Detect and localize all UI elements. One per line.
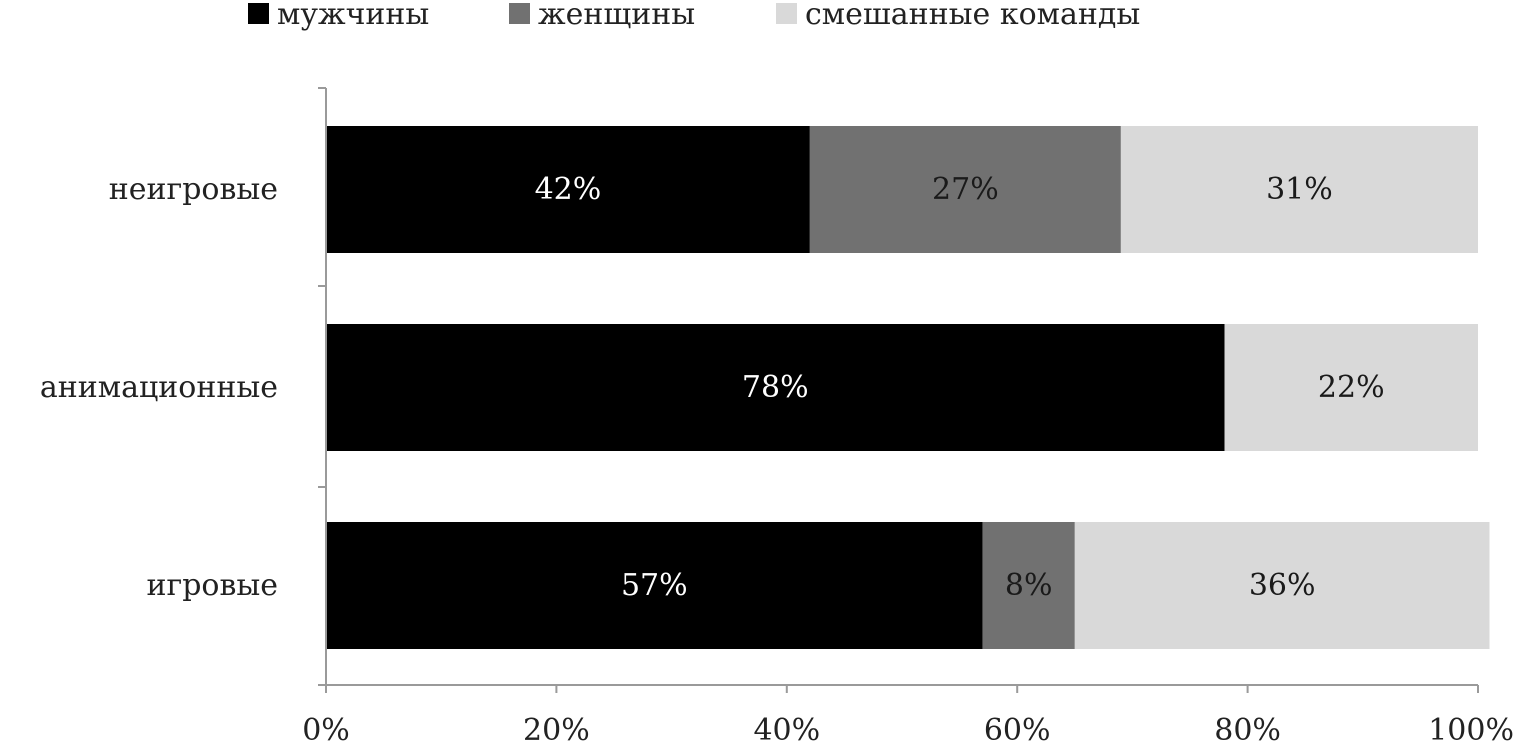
bars: 42% 27% 31% неигровые 78% 22% анимационные 57% 8… xyxy=(40,126,1490,649)
bar-segment-0-1 xyxy=(809,126,1121,253)
x-tick-label-0: 0% xyxy=(302,713,350,748)
data-label-1-2: 22% xyxy=(1318,370,1385,405)
x-tick-label-1: 20% xyxy=(523,713,590,748)
category-label-0: неигровые xyxy=(109,172,278,207)
legend-label-2: смешанные команды xyxy=(805,0,1140,32)
data-label-1-0: 78% xyxy=(742,370,809,405)
category-label-2: игровые xyxy=(147,568,279,603)
bar-segment-0-2 xyxy=(1120,126,1478,253)
data-label-0-1: 27% xyxy=(932,172,999,207)
data-label-2-0: 57% xyxy=(621,568,688,603)
bar-segment-1-0 xyxy=(326,324,1225,451)
x-tick-label-5: 100% xyxy=(1428,713,1514,748)
legend-label-0: мужчины xyxy=(277,0,429,32)
legend: мужчины женщины смешанные команды xyxy=(248,0,1140,32)
legend-swatch-0 xyxy=(248,3,269,24)
bar-segment-2-0 xyxy=(326,522,983,649)
x-tick-label-3: 60% xyxy=(984,713,1051,748)
data-label-2-2: 36% xyxy=(1249,568,1316,603)
x-tick-label-4: 80% xyxy=(1214,713,1281,748)
legend-label-1: женщины xyxy=(538,0,695,32)
bar-segment-1-2 xyxy=(1224,324,1478,451)
legend-swatch-1 xyxy=(509,3,530,24)
legend-swatch-2 xyxy=(776,3,797,24)
data-label-0-2: 31% xyxy=(1266,172,1333,207)
bar-segment-0-0 xyxy=(326,126,810,253)
bar-segment-2-1 xyxy=(982,522,1075,649)
x-tick-label-2: 40% xyxy=(753,713,820,748)
bar-segment-2-2 xyxy=(1074,522,1490,649)
axes: 0% 20% 40% 60% 80% 100% xyxy=(302,87,1514,748)
data-label-2-1: 8% xyxy=(1005,568,1053,603)
data-label-0-0: 42% xyxy=(535,172,602,207)
category-label-1: анимационные xyxy=(40,370,278,405)
